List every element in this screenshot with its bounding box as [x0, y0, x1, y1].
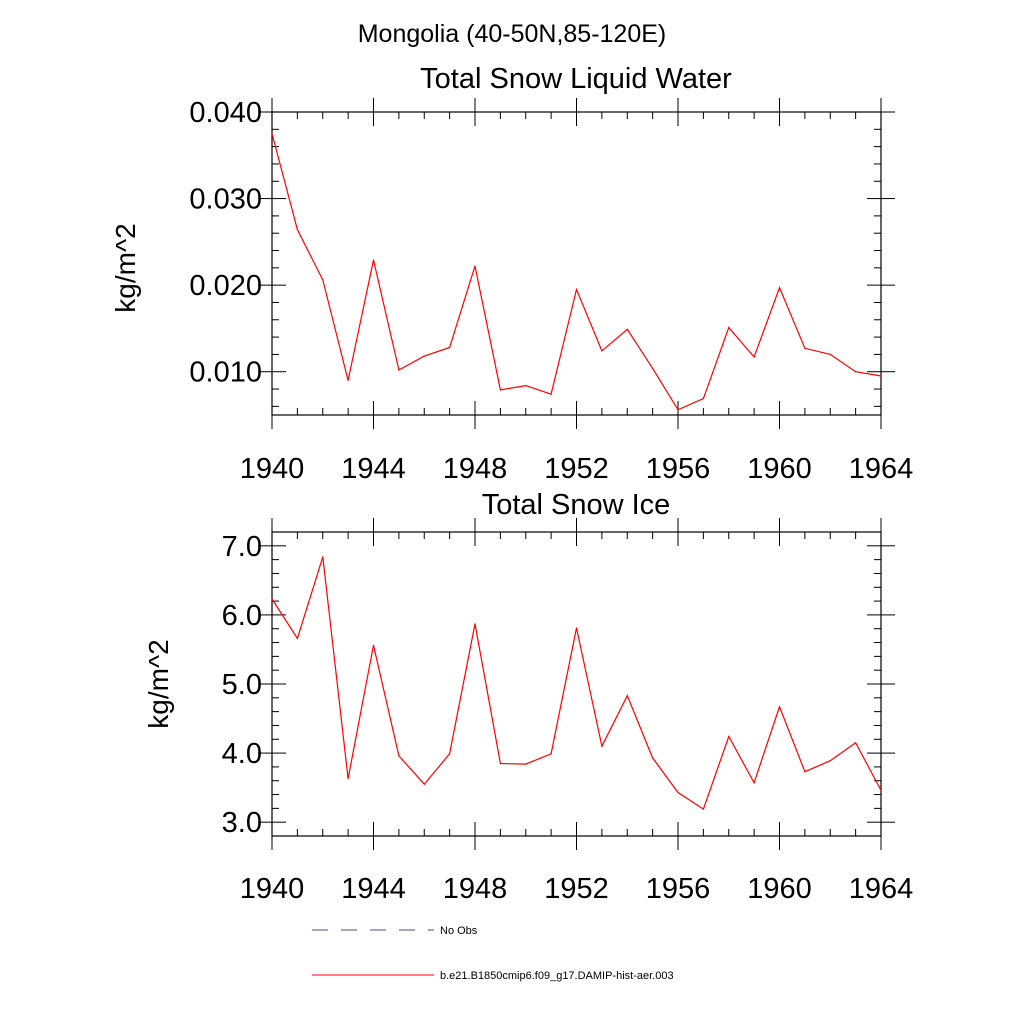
data-point	[499, 762, 501, 765]
data-point	[322, 556, 324, 558]
data-point	[296, 637, 298, 640]
x-tick-label: 1960	[747, 453, 812, 485]
plot-frame	[271, 111, 882, 416]
data-point	[652, 367, 654, 369]
x-tick-label: 1964	[849, 873, 914, 905]
data-point	[601, 350, 603, 352]
data-point	[880, 375, 882, 377]
data-point	[271, 598, 273, 600]
data-point	[829, 760, 831, 762]
plot-frame	[271, 531, 882, 837]
x-tick-label: 1944	[341, 453, 406, 485]
data-point	[372, 259, 375, 261]
data-point	[652, 757, 654, 759]
data-point	[474, 265, 476, 267]
snow-liquid-water-panel: Total Snow Liquid Water kg/m^2 1940 1944 1…	[110, 63, 913, 485]
data-point	[449, 753, 451, 755]
chart-title: Total Snow Liquid Water	[420, 63, 732, 95]
data-point	[728, 735, 730, 738]
data-point	[575, 288, 578, 291]
x-tick-label: 1940	[240, 453, 305, 485]
x-tick-label: 1956	[646, 453, 711, 485]
y-tick-label: 0.030	[189, 184, 262, 216]
data-point	[322, 279, 324, 281]
data-point	[728, 327, 730, 329]
y-tick-label: 0.040	[189, 97, 262, 129]
y-tick-label: 0.020	[189, 270, 262, 302]
y-axis-label: kg/m^2	[143, 639, 174, 728]
x-tick-label: 1956	[646, 873, 711, 905]
x-tick-label: 1960	[747, 873, 812, 905]
x-tick-label: 1948	[443, 873, 508, 905]
y-tick-label: 0.010	[189, 357, 262, 389]
data-point	[702, 398, 705, 400]
data-point	[702, 808, 705, 810]
data-point	[855, 742, 857, 744]
data-point	[423, 783, 425, 785]
data-point	[626, 328, 628, 330]
y-tick-label: 7.0	[222, 531, 262, 563]
data-point	[449, 346, 451, 349]
data-point	[626, 695, 628, 697]
data-point	[855, 371, 857, 373]
series-line	[271, 133, 882, 411]
data-point	[804, 347, 806, 349]
data-point	[271, 133, 273, 135]
y-tick-label: 5.0	[222, 669, 262, 701]
data-point	[525, 763, 527, 765]
legend-model-label: b.e21.B1850cmip6.f09_g17.DAMIP-hist-aer.…	[440, 970, 674, 982]
data-point	[398, 755, 400, 757]
data-point	[778, 287, 781, 289]
x-tick-label: 1952	[544, 873, 609, 905]
data-point	[829, 353, 831, 355]
x-tick-label: 1952	[544, 453, 609, 485]
data-point	[347, 778, 349, 780]
data-point	[575, 627, 578, 629]
x-tick-label: 1948	[443, 453, 508, 485]
data-point	[601, 745, 603, 747]
data-point	[880, 789, 882, 792]
chart-title: Total Snow Ice	[482, 489, 671, 521]
data-point	[550, 753, 552, 755]
legend: No Obs b.e21.B1850cmip6.f09_g17.DAMIP-hi…	[312, 925, 674, 982]
page-title: Mongolia (40-50N,85-120E)	[358, 20, 667, 48]
data-point	[677, 409, 679, 411]
y-tick-label: 3.0	[222, 807, 262, 839]
y-tick-label: 4.0	[222, 738, 262, 770]
data-point	[398, 369, 400, 371]
x-tick-label: 1964	[849, 453, 914, 485]
x-tick-label: 1940	[240, 873, 305, 905]
data-point	[372, 644, 375, 646]
data-point	[753, 782, 755, 784]
x-tick-label: 1944	[341, 873, 406, 905]
data-point	[423, 355, 425, 357]
y-axis-label: kg/m^2	[110, 223, 141, 312]
legend-no-obs-label: No Obs	[440, 925, 478, 937]
data-point	[525, 385, 527, 387]
data-point	[778, 706, 781, 708]
series-line	[271, 556, 882, 811]
data-point	[296, 229, 298, 231]
data-point	[804, 771, 806, 773]
data-point	[677, 791, 679, 794]
data-point	[499, 389, 501, 391]
snow-ice-panel: Total Snow Ice kg/m^2 1940 1944 1948 1952 19…	[143, 489, 913, 905]
data-point	[474, 623, 476, 625]
y-tick-label: 6.0	[222, 600, 262, 632]
data-point	[347, 379, 349, 381]
data-point	[753, 356, 755, 358]
data-point	[550, 393, 552, 395]
